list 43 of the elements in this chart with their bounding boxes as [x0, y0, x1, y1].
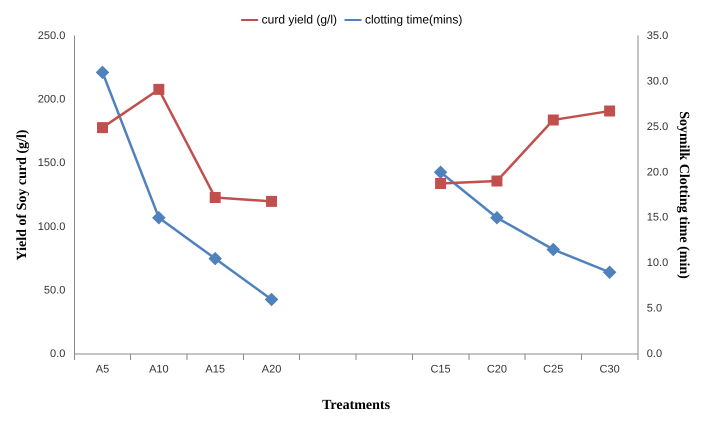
point [434, 166, 447, 179]
legend-label: curd yield (g/l) [262, 12, 338, 26]
point [490, 211, 504, 224]
point [266, 196, 278, 207]
x-tick-label: A15 [205, 364, 225, 376]
y-tick-label: 50.0 [44, 284, 66, 296]
point [603, 266, 616, 278]
point [548, 114, 559, 126]
point [547, 243, 560, 256]
y-tick-label: 200.0 [38, 94, 66, 106]
y2-tick-label: 5.0 [646, 302, 662, 315]
y-tick-label: 100.0 [38, 220, 66, 233]
y2-axis-title: Soymilk Clotting time (min) [676, 111, 691, 280]
y2-tick-label: 20.0 [646, 166, 668, 178]
point [153, 84, 164, 95]
point [491, 176, 502, 186]
y2-tick-label: 10.0 [646, 257, 668, 270]
y2-tick-label: 0.0 [646, 348, 662, 360]
x-tick-label: A10 [149, 364, 169, 376]
point [96, 66, 109, 79]
point [97, 122, 108, 134]
x-tick-label: C30 [600, 364, 620, 376]
x-tick-label: C25 [543, 364, 564, 376]
y-tick-label: 150.0 [38, 157, 66, 170]
point [435, 178, 446, 190]
x-axis-title: Treatments [322, 398, 391, 414]
y2-tick-label: 25.0 [646, 120, 668, 133]
point [152, 211, 166, 224]
x-tick-label: A20 [262, 364, 282, 376]
y-axis-title: Yield of Soy curd (g/l) [15, 129, 30, 260]
y2-tick-label: 15.0 [646, 212, 668, 224]
y-tick-label: 250.0 [38, 30, 66, 42]
y2-tick-label: 35.0 [646, 30, 668, 42]
y-tick-label: 0.0 [50, 348, 66, 360]
legend-label: clotting time(mins) [365, 12, 462, 26]
x-tick-label: C20 [486, 364, 508, 376]
x-tick-label: A5 [96, 364, 110, 376]
y2-tick-label: 30.0 [646, 75, 668, 88]
point [208, 252, 222, 265]
point [210, 192, 221, 204]
point [604, 106, 616, 117]
point [265, 293, 278, 306]
x-tick-label: C15 [430, 364, 451, 376]
